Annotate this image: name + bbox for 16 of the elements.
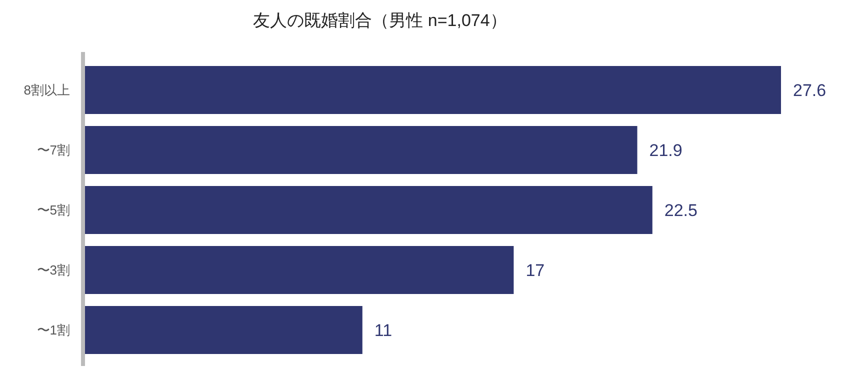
data-label: 21.9 xyxy=(649,140,682,160)
y-tick-label: 8割以上 xyxy=(24,82,70,98)
bar xyxy=(85,66,781,114)
data-label: 11 xyxy=(374,320,392,340)
bar xyxy=(85,186,652,234)
bar xyxy=(85,126,638,174)
y-tick-label: 〜3割 xyxy=(36,262,70,278)
data-label: 27.6 xyxy=(793,80,826,100)
bar xyxy=(85,306,362,354)
data-label: 17 xyxy=(526,260,545,280)
y-tick-label: 〜1割 xyxy=(36,322,70,338)
y-tick-label: 〜5割 xyxy=(36,202,70,218)
bar xyxy=(85,246,514,294)
data-label: 22.5 xyxy=(664,200,698,220)
chart-title: 友人の既婚割合（男性 n=1,074） xyxy=(253,11,507,30)
y-tick-label: 〜7割 xyxy=(36,142,70,158)
